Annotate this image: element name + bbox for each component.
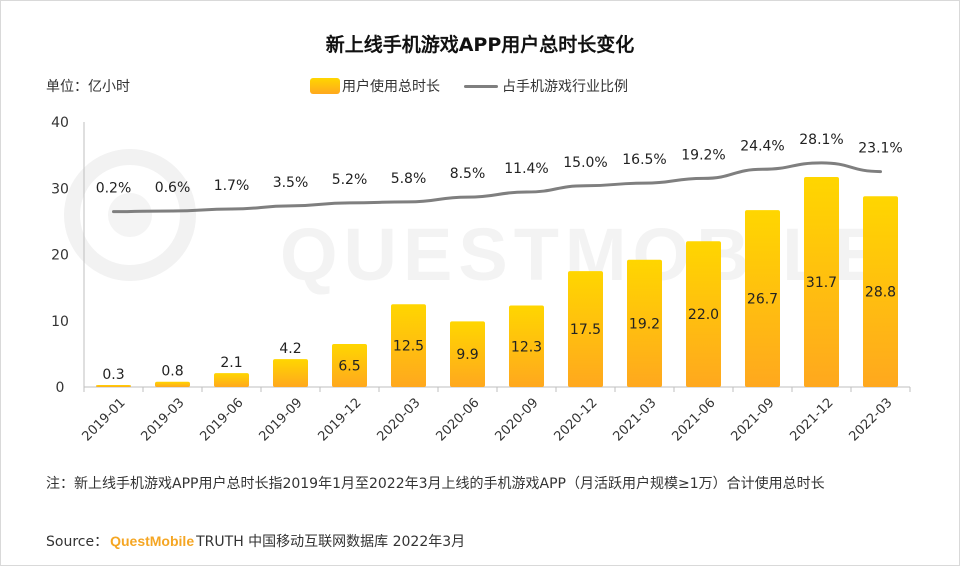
bar-value-label: 6.5	[338, 358, 360, 374]
y-tick-label: 10	[51, 314, 69, 330]
bar-value-label: 9.9	[456, 347, 478, 363]
bar	[96, 385, 131, 387]
share-value-label: 16.5%	[622, 152, 666, 168]
share-value-label: 23.1%	[858, 141, 902, 157]
y-tick-label: 30	[51, 181, 69, 197]
share-value-label: 28.1%	[799, 132, 843, 148]
bar-value-label: 12.3	[511, 339, 542, 355]
legend: 用户使用总时长 占手机游戏行业比例	[310, 76, 628, 96]
bar	[686, 241, 721, 387]
bar-value-label: 4.2	[279, 341, 301, 357]
bar	[568, 271, 603, 387]
share-value-label: 24.4%	[740, 138, 784, 154]
x-tick-label: 2019-06	[198, 395, 247, 444]
bar	[509, 305, 544, 387]
bar	[450, 321, 485, 387]
footnote: 注：新上线手机游戏APP用户总时长指2019年1月至2022年3月上线的手机游戏…	[46, 476, 825, 492]
share-value-label: 1.7%	[214, 178, 250, 194]
x-tick-label: 2019-12	[316, 395, 365, 444]
y-tick-label: 20	[51, 248, 69, 264]
y-tick-label: 0	[56, 380, 65, 396]
bar	[332, 343, 367, 387]
source-rest: TRUTH 中国移动互联网数据库 2022年3月	[196, 534, 466, 550]
x-tick-label: 2021-06	[670, 395, 719, 444]
bar-value-label: 12.5	[393, 339, 424, 355]
legend-line-label: 占手机游戏行业比例	[502, 79, 628, 95]
legend-line-swatch	[464, 84, 498, 88]
x-tick-label: 2019-03	[139, 395, 188, 444]
chart-title: 新上线手机游戏APP用户总时长变化	[325, 34, 635, 56]
share-value-label: 3.5%	[273, 175, 309, 191]
bar-value-label: 19.2	[629, 316, 660, 332]
legend-bar-label: 用户使用总时长	[342, 79, 440, 95]
x-tick-label: 2021-09	[729, 395, 778, 444]
bar	[804, 176, 839, 387]
share-value-label: 0.6%	[155, 180, 191, 196]
bar	[391, 304, 426, 387]
share-value-label: 8.5%	[450, 166, 486, 182]
unit-label: 单位：亿小时	[46, 79, 130, 95]
bar	[214, 373, 249, 387]
x-tick-label: 2020-12	[552, 395, 601, 444]
x-tick-label: 2019-09	[257, 395, 306, 444]
x-tick-label: 2019-01	[80, 395, 129, 444]
source-prefix: Source：	[46, 534, 109, 550]
bar	[745, 210, 780, 387]
watermark-dot	[108, 193, 152, 237]
share-value-label: 5.2%	[332, 172, 368, 188]
bar-value-label: 31.7	[806, 275, 837, 291]
source-brand: QuestMobile	[110, 533, 195, 549]
bar	[627, 259, 662, 387]
bar-value-label: 28.8	[865, 285, 896, 301]
bar	[863, 196, 898, 387]
bar-value-label: 0.3	[102, 367, 124, 383]
bar-value-label: 26.7	[747, 292, 778, 308]
bar-value-label: 17.5	[570, 322, 601, 338]
x-tick-label: 2022-03	[847, 395, 896, 444]
x-tick-label: 2020-06	[434, 395, 483, 444]
bar-value-label: 22.0	[688, 307, 719, 323]
legend-bar-swatch	[310, 78, 340, 94]
share-value-label: 0.2%	[96, 181, 132, 197]
share-value-label: 11.4%	[504, 161, 548, 177]
bar-value-label: 0.8	[161, 364, 183, 380]
x-tick-label: 2020-09	[493, 395, 542, 444]
share-value-label: 5.8%	[391, 171, 427, 187]
y-tick-label: 40	[51, 115, 69, 131]
x-tick-label: 2021-12	[788, 395, 837, 444]
bar-value-label: 2.1	[220, 355, 242, 371]
share-value-label: 19.2%	[681, 147, 725, 163]
share-value-label: 15.0%	[563, 155, 607, 171]
bar	[155, 381, 190, 387]
watermark-ring	[64, 149, 196, 281]
source-line: Source： QuestMobile TRUTH 中国移动互联网数据库 202…	[46, 531, 465, 551]
x-tick-label: 2021-03	[611, 395, 660, 444]
x-tick-label: 2020-03	[375, 395, 424, 444]
bar	[273, 359, 308, 387]
